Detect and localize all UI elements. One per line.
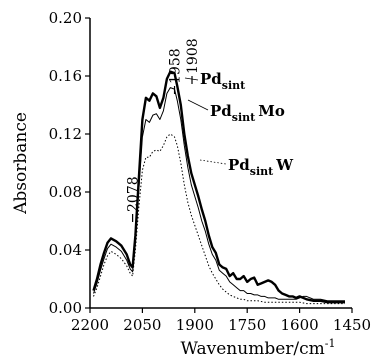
x-axis-title-sup: -1 — [325, 337, 336, 350]
series-line-1 — [92, 70, 345, 304]
series-label-2: Pdsint Mo — [187, 99, 285, 124]
series-label-main: Pd — [200, 70, 222, 88]
series-label-leader — [184, 77, 199, 81]
series-label-suffix: Mo — [258, 102, 285, 120]
y-tick-label: 0.08 — [49, 183, 82, 201]
peak-label: 1908 — [185, 38, 201, 74]
y-tick-label: 0.12 — [49, 125, 82, 143]
peak-label: 1958 — [168, 48, 184, 84]
y-tick-label: 0.16 — [49, 67, 82, 85]
y-tick-label: 0.00 — [49, 299, 82, 317]
y-axis-title: Absorbance — [11, 112, 31, 215]
x-tick-label: 1450 — [333, 316, 371, 334]
series-label-text: Pdsint — [200, 70, 246, 92]
y-tick-label: 0.04 — [49, 241, 82, 259]
peak-annotation: 2078 — [126, 176, 142, 222]
series-label-main: Pd — [228, 156, 250, 174]
series-line-3 — [93, 133, 345, 305]
x-tick-label: 1600 — [281, 316, 319, 334]
series-label-leader — [199, 159, 227, 165]
series-line-2 — [93, 87, 345, 302]
series-label-sub: sint — [222, 79, 246, 92]
series-label-main: Pd — [210, 102, 232, 120]
y-tick-label: 0.20 — [49, 9, 82, 27]
peak-label: 2078 — [126, 176, 142, 212]
series-label-text: Pdsint Mo — [210, 102, 285, 124]
series-label-leader — [187, 99, 209, 111]
x-axis-ticks: 2200 2050 1900 1750 1600 1450 — [71, 308, 371, 334]
series-layer — [92, 70, 345, 305]
x-tick-label: 1750 — [228, 316, 266, 334]
x-tick-label: 2200 — [71, 316, 109, 334]
x-axis-title-main: Wavenumber/cm — [181, 339, 325, 359]
peak-annotation: 1908 — [185, 38, 201, 84]
x-tick-label: 2050 — [123, 316, 161, 334]
peak-annotations: 2078 1958 1908 — [126, 38, 201, 222]
plot-frame — [89, 18, 352, 309]
series-label-sub: sint — [250, 165, 274, 178]
series-label-suffix: W — [275, 156, 294, 174]
series-label-sub: sint — [232, 111, 256, 124]
y-axis-ticks: 0.00 0.04 0.08 0.12 0.16 0.20 — [49, 9, 90, 317]
x-axis-title: Wavenumber/cm-1 — [181, 337, 336, 359]
series-label-3: Pdsint W — [199, 156, 294, 178]
series-label-text: Pdsint W — [228, 156, 294, 178]
peak-annotation: 1958 — [168, 48, 184, 94]
x-tick-label: 1900 — [176, 316, 214, 334]
series-label-1: Pdsint — [184, 70, 246, 92]
